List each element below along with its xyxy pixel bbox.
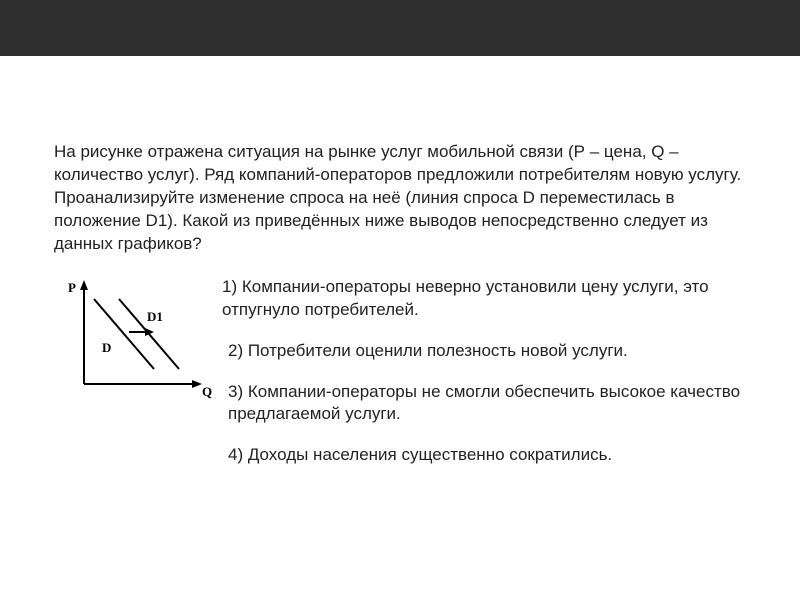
answer-4: 4) Доходы населения существенно сократил…: [222, 444, 756, 467]
answer-1: 1) Компании-операторы неверно установили…: [222, 276, 756, 322]
curve-d-label: D: [102, 340, 111, 355]
slide-page: На рисунке отражена ситуация на рынке ус…: [0, 56, 800, 600]
content-row: P Q D D1 1) Компании-операторы неверно у…: [54, 274, 756, 486]
x-axis-label: Q: [202, 384, 212, 399]
question-text: На рисунке отражена ситуация на рынке ус…: [54, 141, 756, 256]
y-axis-label: P: [68, 280, 76, 295]
answer-3: 3) Компании-операторы не смогли обеспечи…: [222, 381, 756, 427]
top-bar: [0, 0, 800, 56]
curve-d1-label: D1: [147, 309, 163, 324]
y-axis-arrow: [80, 280, 88, 290]
x-axis-arrow: [192, 380, 202, 388]
answer-2: 2) Потребители оценили полезность новой …: [222, 340, 756, 363]
answers-block: 1) Компании-операторы неверно установили…: [222, 274, 756, 486]
demand-chart: P Q D D1: [54, 274, 214, 409]
